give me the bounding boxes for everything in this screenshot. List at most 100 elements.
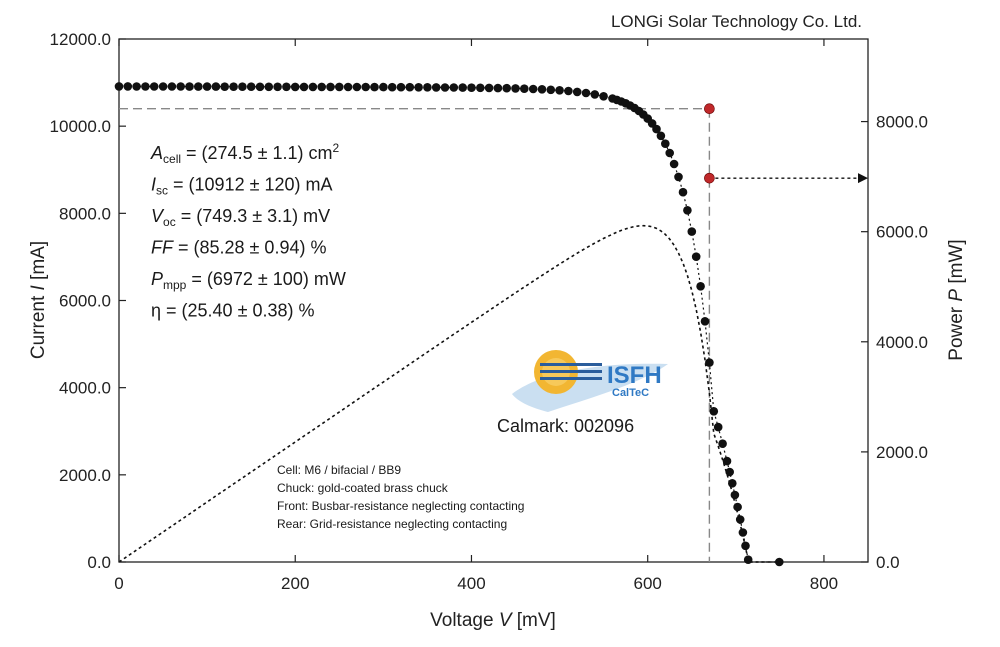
- iv-point: [599, 92, 608, 101]
- iv-point: [326, 82, 335, 92]
- measurement-notes: Cell: M6 / bifacial / BB9 Chuck: gold-coa…: [277, 463, 524, 531]
- parameter-list: Acell = (274.5 ± 1.1) cm2 Isc = (10912 ± …: [150, 141, 346, 321]
- iv-point: [696, 282, 705, 291]
- iv-point: [458, 83, 468, 92]
- iv-point: [158, 82, 168, 91]
- x-axis-label-pre: Voltage: [430, 610, 499, 631]
- y-tick-label: 12000.0: [50, 30, 111, 49]
- iv-point: [728, 479, 737, 488]
- iv-point: [705, 358, 714, 367]
- iv-point: [537, 85, 547, 94]
- y-axis-label-post: [mA]: [28, 241, 49, 285]
- logo-name: ISFH: [607, 362, 662, 389]
- iv-point: [476, 83, 485, 93]
- parameter-symbol: A: [150, 143, 163, 163]
- note-line: Front: Busbar-resistance neglecting cont…: [277, 499, 524, 513]
- iv-point: [132, 82, 141, 91]
- logo-stripe: [540, 370, 602, 373]
- iv-point: [335, 82, 344, 92]
- y-tick-label: 6000.0: [59, 292, 111, 311]
- parameter-symbol: I: [151, 175, 156, 195]
- iv-point: [123, 82, 133, 91]
- iv-point: [167, 82, 177, 91]
- y2-tick-label: 8000.0: [876, 113, 928, 132]
- iv-point: [725, 467, 734, 477]
- mpp-power-marker: [704, 172, 715, 184]
- y-axis-label: Current I [mA]: [28, 241, 49, 359]
- mpp-markers: [704, 103, 715, 184]
- iv-point: [730, 490, 740, 500]
- parameter-value: = (6972 ± 100) mW: [186, 269, 345, 289]
- iv-points: [114, 82, 784, 567]
- y2-tick-label: 4000.0: [876, 333, 928, 352]
- y2-axis-label-post: [mW]: [946, 239, 967, 289]
- calmark: Calmark: 002096: [497, 416, 634, 436]
- iv-point: [683, 206, 692, 215]
- iv-point: [141, 82, 150, 91]
- iv-point: [387, 82, 397, 92]
- parameter-subscript: oc: [163, 215, 176, 229]
- parameter-symbol: η: [151, 301, 161, 321]
- iv-point: [722, 456, 732, 466]
- parameter-value: = (274.5 ± 1.1) cm: [181, 143, 332, 163]
- iv-point: [511, 84, 520, 93]
- iv-point: [220, 82, 229, 91]
- parameter-subscript: mpp: [163, 278, 187, 292]
- x-axis-label-post: [mV]: [512, 610, 556, 631]
- x-tick-label: 200: [281, 574, 309, 593]
- iv-point: [185, 82, 194, 91]
- iv-point: [194, 82, 203, 91]
- iv-point: [520, 84, 529, 93]
- parameter-subscript: sc: [156, 184, 168, 198]
- parameter-line: FF = (85.28 ± 0.94) %: [151, 238, 326, 258]
- isfh-logo: ISFH CalTeC: [512, 350, 668, 412]
- iv-point: [590, 90, 600, 99]
- iv-point: [674, 172, 683, 182]
- iv-point: [317, 82, 327, 92]
- iv-point: [290, 82, 300, 92]
- iv-point: [308, 82, 318, 92]
- parameter-value: = (749.3 ± 3.1) mV: [176, 206, 330, 226]
- iv-point: [555, 86, 564, 95]
- iv-point: [652, 124, 661, 134]
- y-axis-label-sym: I: [28, 284, 49, 290]
- iv-point: [741, 541, 750, 551]
- iv-point: [700, 317, 710, 326]
- iv-point: [405, 82, 415, 92]
- company-name: LONGi Solar Technology Co. Ltd.: [611, 12, 862, 31]
- y2-tick-label: 0.0: [876, 553, 900, 572]
- iv-point: [733, 502, 742, 512]
- iv-point: [414, 83, 423, 92]
- iv-point: [361, 82, 371, 92]
- mpp-guides: [119, 108, 868, 562]
- note-line: Rear: Grid-resistance neglecting contact…: [277, 517, 507, 531]
- iv-point: [467, 83, 476, 92]
- power-curve: [118, 224, 780, 563]
- iv-point: [449, 83, 459, 92]
- iv-point: [440, 83, 450, 92]
- parameter-value: = (10912 ± 120) mA: [168, 175, 332, 195]
- parameter-line: Voc = (749.3 ± 3.1) mV: [151, 206, 330, 229]
- iv-point: [149, 82, 159, 91]
- iv-point: [299, 82, 309, 92]
- iv-point: [564, 86, 573, 96]
- iv-point: [431, 83, 441, 92]
- power-curve-line: [118, 224, 780, 563]
- iv-point: [528, 84, 538, 94]
- iv-point: [423, 83, 432, 92]
- parameter-superscript: 2: [332, 141, 339, 155]
- iv-point: [661, 139, 670, 148]
- y-axis-label-pre: Current: [28, 290, 49, 359]
- iv-point: [735, 515, 745, 524]
- parameter-symbol: V: [151, 206, 165, 226]
- iv-point: [229, 82, 238, 91]
- iv-point: [665, 148, 674, 158]
- y-tick-label: 8000.0: [59, 204, 111, 223]
- note-line: Cell: M6 / bifacial / BB9: [277, 463, 401, 477]
- iv-point: [691, 252, 701, 261]
- iv-point: [493, 83, 503, 93]
- iv-point: [656, 131, 666, 141]
- mpp-power-arrow-icon: [858, 173, 868, 184]
- iv-point: [581, 88, 591, 98]
- iv-point: [678, 187, 688, 197]
